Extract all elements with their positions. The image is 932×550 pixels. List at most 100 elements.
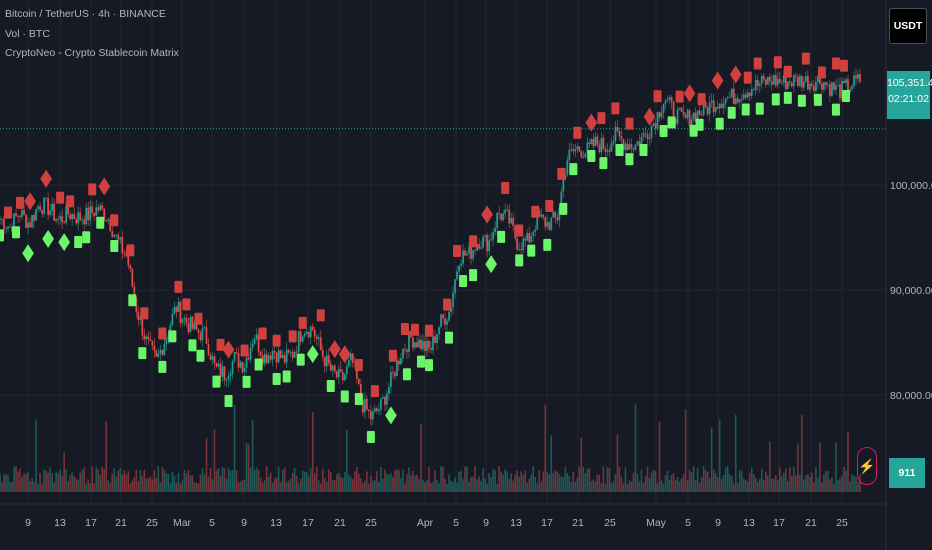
candle-body	[556, 217, 559, 221]
volume-bar	[155, 477, 158, 492]
candle-body	[173, 306, 176, 314]
volume-bar	[325, 481, 328, 492]
candle-body	[0, 218, 1, 220]
volume-bar	[564, 466, 567, 492]
candle-body	[253, 339, 256, 344]
candle-body	[456, 271, 458, 280]
volume-legend[interactable]: Vol · BTC	[5, 28, 50, 40]
candle-body	[125, 253, 128, 257]
bull-marker	[587, 150, 596, 163]
candle-body	[849, 89, 851, 92]
candle-body	[698, 110, 701, 115]
volume-bar	[121, 474, 124, 492]
volume-bar	[630, 481, 633, 492]
volume-bar	[9, 481, 11, 492]
candle-body	[191, 316, 194, 329]
volume-bar	[722, 474, 725, 492]
time-tick-label: 13	[743, 517, 755, 529]
candle-body	[17, 215, 19, 217]
candle-body	[83, 219, 86, 225]
volume-bar	[548, 474, 551, 492]
candle-body	[329, 363, 332, 371]
candle-body	[760, 75, 763, 84]
volume-bar	[470, 476, 472, 492]
price-axis[interactable]: 100,000.00 90,000.00 80,000.00	[890, 180, 932, 402]
volume-bar	[127, 470, 130, 492]
symbol-legend[interactable]: Bitcoin / TetherUS · 4h · BINANCE	[5, 8, 166, 20]
volume-bar	[720, 478, 723, 492]
candle-body	[726, 97, 729, 99]
candle-body	[57, 218, 60, 220]
volume-bar	[163, 469, 166, 492]
candle-body	[279, 350, 282, 359]
volume-bar	[199, 474, 202, 492]
volume-bar	[688, 469, 691, 492]
candle-body	[81, 219, 84, 221]
candle-body	[784, 74, 787, 90]
bear-marker	[743, 71, 752, 84]
volume-bar	[604, 483, 607, 492]
volume-bar	[7, 475, 9, 492]
volume-bar	[195, 482, 198, 492]
bull-marker	[841, 90, 850, 103]
bear-marker	[16, 196, 25, 209]
lightning-icon[interactable]: ⚡	[857, 447, 877, 485]
candle-body	[337, 369, 340, 378]
time-tick-label: 5	[209, 517, 215, 529]
volume-bar	[339, 476, 342, 492]
bull-diamond	[42, 229, 54, 248]
volume-bar	[626, 483, 629, 492]
volume-bar	[584, 473, 587, 492]
candle-body	[259, 351, 262, 356]
volume-bar	[823, 474, 825, 492]
candle-body	[752, 89, 755, 91]
bear-marker	[410, 323, 419, 336]
volume-bar	[819, 442, 821, 492]
candle-body	[61, 216, 64, 223]
candle-body	[41, 210, 43, 214]
bear-marker	[216, 338, 225, 351]
volume-bar	[297, 483, 300, 492]
bull-diamond	[22, 244, 34, 263]
volume-bar	[764, 471, 767, 492]
volume-bar	[23, 473, 25, 492]
volume-bar	[492, 468, 494, 492]
volume-bar	[213, 429, 216, 492]
bear-marker	[288, 330, 297, 343]
candle-body	[295, 351, 298, 353]
volume-bar	[261, 482, 264, 492]
volume-bar	[436, 479, 438, 492]
volume-bar	[299, 478, 302, 492]
volume-bar	[35, 419, 37, 492]
indicator-legend[interactable]: CryptoNeo - Crypto Stablecoin Matrix	[5, 47, 179, 59]
candle-body	[612, 141, 615, 144]
candle-body	[628, 144, 631, 150]
candle-body	[440, 314, 442, 328]
currency-button[interactable]: USDT	[889, 8, 927, 44]
candle-body	[847, 79, 849, 92]
volume-bar	[265, 466, 268, 492]
volume-bar	[346, 429, 348, 492]
candle-body	[522, 238, 525, 251]
volume-bar	[781, 476, 783, 492]
time-axis[interactable]: 9 13 17 21 25 Mar 5 9 13 17 21 25 Apr 5 9 13 17 21 25 May 5 9…	[25, 517, 848, 529]
volume-bar	[706, 471, 709, 492]
volume-bar	[287, 480, 290, 492]
bull-marker	[783, 91, 792, 104]
bull-marker	[497, 230, 506, 243]
volume-bar	[512, 480, 514, 492]
candle-body	[71, 214, 74, 220]
volume-bar	[550, 435, 553, 492]
bear-marker	[240, 344, 249, 357]
time-tick-label: 9	[483, 517, 489, 529]
price-tick-label: 100,000.00	[890, 180, 932, 192]
volume-bar	[151, 479, 154, 492]
candle-body	[291, 352, 294, 358]
time-tick-label: 17	[541, 517, 553, 529]
candle-body	[171, 313, 174, 326]
bull-marker	[96, 216, 105, 229]
volume-bar	[632, 472, 635, 492]
candle-body	[438, 327, 440, 335]
volume-bar	[69, 475, 71, 492]
